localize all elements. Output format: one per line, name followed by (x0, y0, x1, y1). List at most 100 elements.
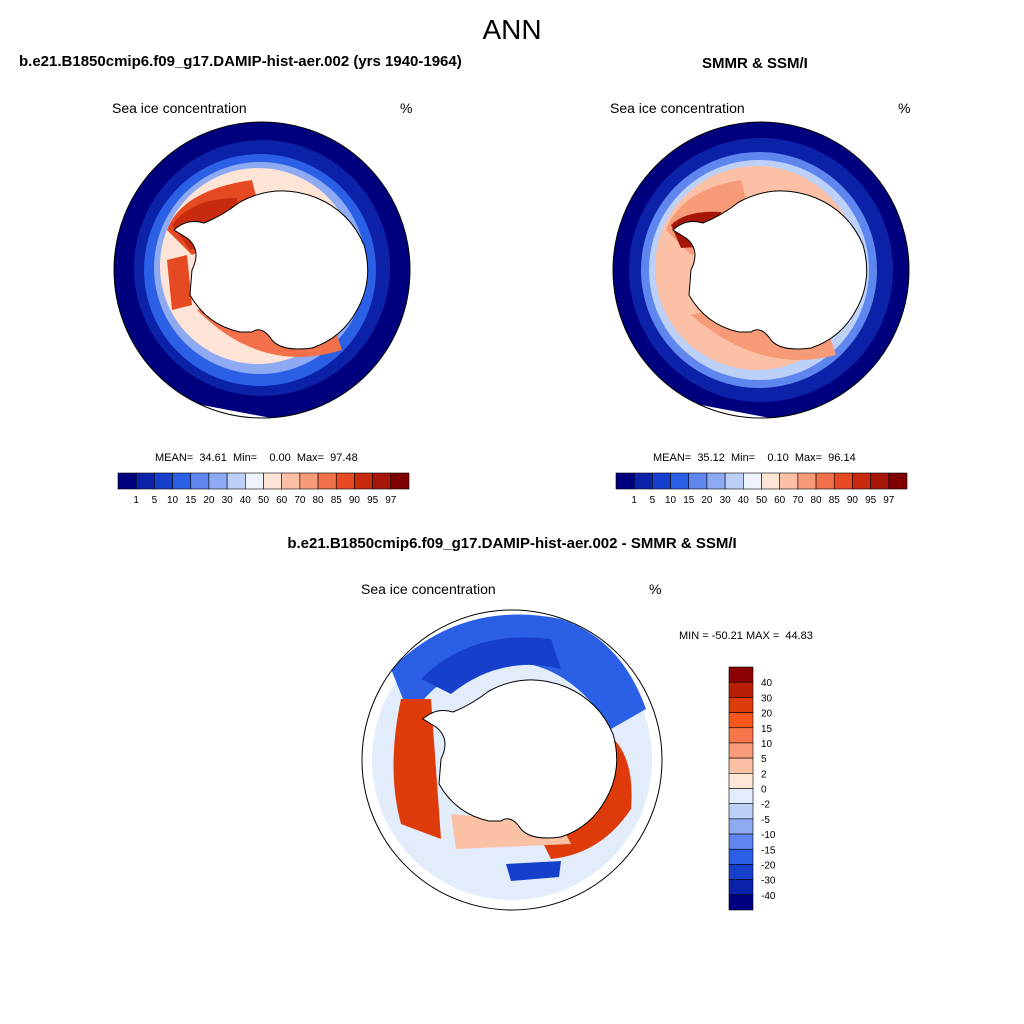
model-panel-title: b.e21.B1850cmip6.f09_g17.DAMIP-hist-aer.… (19, 53, 462, 70)
model-colorbar-tick-label: 20 (203, 495, 215, 506)
model-colorbar-swatch (172, 472, 192, 490)
diff-colorbar-swatch (728, 864, 754, 880)
diff-colorbar-tick-label: -40 (761, 891, 776, 902)
obs-colorbar-tick-label: 50 (756, 495, 768, 506)
diff-colorbar-swatch (728, 666, 754, 683)
diff-colorbar-swatch (728, 742, 754, 759)
model-colorbar-tick-label: 5 (152, 495, 158, 506)
diff-colorbar-tick-label: -20 (761, 860, 776, 871)
diff-colorbar-swatch (728, 681, 754, 698)
diff-colorbar-tick-label: -10 (761, 830, 776, 841)
diff-colorbar-tick-label: -30 (761, 876, 776, 887)
model-colorbar-tick-label: 50 (258, 495, 270, 506)
obs-colorbar-tick-label: 10 (665, 495, 677, 506)
model-colorbar-swatch (190, 472, 210, 490)
diff-colorbar-swatch (728, 818, 754, 835)
model-colorbar-swatch (226, 472, 246, 490)
obs-colorbar-tick-label: 20 (701, 495, 713, 506)
model-colorbar-swatch (208, 472, 228, 490)
model-colorbar-swatch (317, 472, 337, 490)
obs-colorbar-swatch (670, 472, 690, 490)
model-colorbar-swatch (335, 472, 355, 490)
obs-stats: MEAN= 35.12 Min= 0.10 Max= 96.14 (653, 452, 856, 464)
obs-colorbar-swatch (633, 472, 653, 490)
diff-colorbar-swatch (728, 712, 754, 729)
model-colorbar-swatch (354, 472, 373, 490)
obs-units-label: % (898, 100, 911, 116)
model-stats: MEAN= 34.61 Min= 0.00 Max= 97.48 (155, 452, 358, 464)
model-units-label: % (400, 100, 413, 116)
obs-colorbar-swatch (706, 472, 726, 490)
diff-colorbar-tick-label: 2 (761, 769, 767, 780)
obs-colorbar-swatch (615, 472, 635, 490)
diff-polar-map (361, 609, 663, 911)
diff-colorbar-tick-label: 40 (761, 678, 773, 689)
model-colorbar-swatch (117, 472, 137, 490)
obs-antarctica-outline (672, 190, 868, 350)
obs-colorbar-tick-label: 90 (847, 495, 859, 506)
diff-colorbar-tick-label: -15 (761, 845, 776, 856)
obs-colorbar-swatch (797, 472, 817, 490)
obs-colorbar-swatch (833, 472, 853, 490)
diff-variable-label: Sea ice concentration (361, 581, 496, 597)
diff-colorbar-swatch (728, 848, 754, 865)
obs-colorbar-tick-label: 5 (650, 495, 656, 506)
obs-variable-label: Sea ice concentration (610, 100, 745, 116)
model-colorbar-tick-label: 90 (349, 495, 361, 506)
diff-units-label: % (649, 581, 662, 597)
obs-colorbar-tick-label: 85 (829, 495, 841, 506)
obs-colorbar-tick-label: 95 (865, 495, 877, 506)
diff-colorbar-swatch (728, 697, 754, 713)
obs-colorbar-swatch (779, 472, 799, 490)
model-colorbar-tick-label: 70 (294, 495, 306, 506)
obs-colorbar-swatch (888, 472, 908, 490)
diff-colorbar-swatch (728, 773, 754, 789)
obs-colorbar-swatch (652, 472, 671, 490)
model-colorbar-swatches: 1 5 10 15 20 30 40 50 60 70 80 85 90 95 97 (117, 472, 410, 506)
model-colorbar-swatch (263, 472, 282, 490)
diff-colorbar-tick-label: -2 (761, 800, 770, 811)
model-colorbar-tick-label: 40 (240, 495, 252, 506)
model-colorbar-swatch (299, 472, 319, 490)
diff-antarctica-outline (422, 679, 618, 839)
diff-colorbar-tick-label: 10 (761, 739, 773, 750)
obs-colorbar-tick-label: 60 (774, 495, 786, 506)
obs-colorbar-tick-label: 1 (631, 495, 637, 506)
figure-title: ANN (482, 14, 542, 45)
obs-colorbar-swatches: 1 5 10 15 20 30 40 50 60 70 80 85 90 95 97 (615, 472, 908, 506)
diff-colorbar-swatch (728, 788, 754, 804)
obs-colorbar-tick-label: 40 (738, 495, 750, 506)
diff-colorbar-swatch (728, 894, 754, 911)
diff-colorbar-swatch (728, 757, 754, 774)
obs-colorbar-swatch (815, 472, 835, 490)
obs-colorbar-swatch (870, 472, 890, 490)
diff-colorbar-tick-label: 0 (761, 785, 767, 796)
model-colorbar-tick-label: 97 (385, 495, 397, 506)
obs-colorbar-swatch (761, 472, 780, 490)
diff-colorbar-swatch (728, 727, 754, 744)
diff-colorbar-tick-label: 5 (761, 754, 767, 765)
model-polar-map (113, 120, 412, 420)
model-colorbar-tick-label: 60 (276, 495, 288, 506)
diff-colorbar-tick-label: 15 (761, 724, 773, 735)
obs-colorbar-swatch (743, 472, 762, 490)
model-colorbar-tick-label: 95 (367, 495, 379, 506)
model-colorbar-tick-label: 1 (133, 495, 139, 506)
diff-colorbar-tick-label: 20 (761, 709, 773, 720)
diff-colorbar-swatch (728, 803, 754, 820)
obs-colorbar-tick-label: 97 (883, 495, 895, 506)
model-colorbar-swatch (372, 472, 392, 490)
model-variable-label: Sea ice concentration (112, 100, 247, 116)
model-colorbar-tick-label: 85 (331, 495, 343, 506)
obs-colorbar-swatch (724, 472, 744, 490)
diff-colorbar-swatch (728, 879, 754, 896)
model-colorbar-swatch (390, 472, 410, 490)
model-colorbar-swatch (135, 472, 155, 490)
obs-colorbar-swatch (852, 472, 871, 490)
model-colorbar-tick-label: 30 (222, 495, 234, 506)
model-colorbar-tick-label: 80 (313, 495, 325, 506)
diff-colorbar-swatch (728, 833, 754, 850)
obs-colorbar-tick-label: 30 (720, 495, 732, 506)
obs-panel-title: SMMR & SSM/I (702, 55, 808, 72)
